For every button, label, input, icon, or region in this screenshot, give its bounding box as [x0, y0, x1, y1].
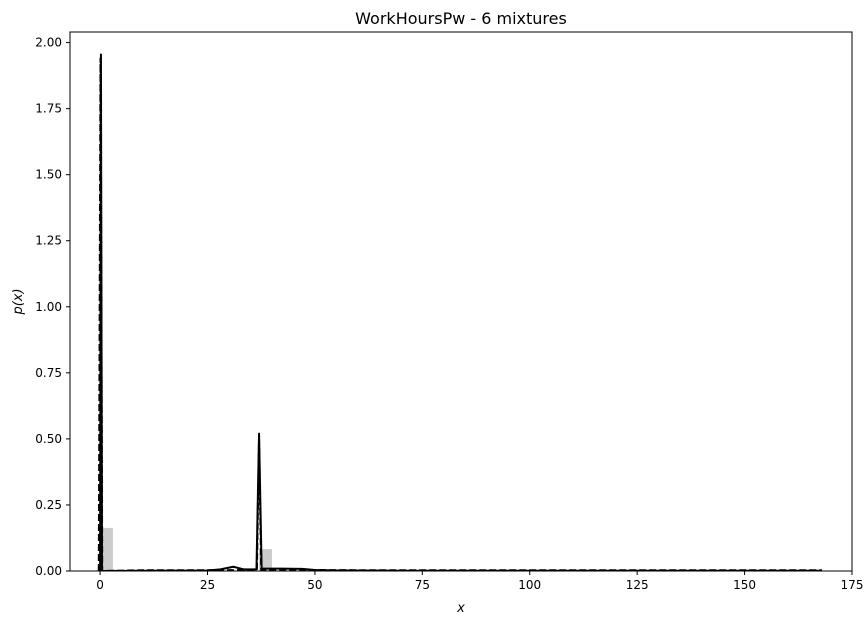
x-axis-label: x — [456, 601, 465, 616]
chart-title: WorkHoursPw - 6 mixtures — [355, 9, 567, 28]
y-tick-label: 0.75 — [35, 366, 62, 380]
y-tick-label: 1.75 — [35, 102, 62, 116]
data-layer — [97, 53, 822, 571]
y-tick-label: 0.50 — [35, 432, 62, 446]
x-tick-label: 25 — [200, 578, 215, 592]
x-tick-label: 125 — [626, 578, 649, 592]
y-tick-label: 1.00 — [35, 300, 62, 314]
x-tick-label: 175 — [841, 578, 864, 592]
y-tick-label: 2.00 — [35, 36, 62, 50]
x-tick-label: 150 — [733, 578, 756, 592]
x-tick-label: 100 — [518, 578, 541, 592]
x-tick-label: 75 — [415, 578, 430, 592]
x-tick-label: 50 — [307, 578, 322, 592]
density-line-dashed — [97, 57, 822, 571]
y-tick-label: 1.50 — [35, 168, 62, 182]
y-axis-label: p(x) — [11, 288, 26, 315]
x-tick-label: 0 — [96, 578, 104, 592]
histogram-bar — [100, 527, 113, 571]
density-line-solid — [99, 53, 822, 571]
y-tick-label: 0.25 — [35, 498, 62, 512]
y-tick-label: 1.25 — [35, 234, 62, 248]
plot-area: 0 25 50 75 100 125 150 175 0.00 0.25 0.50 0.75 1.00 1… — [35, 31, 864, 592]
y-tick-label: 0.00 — [35, 564, 62, 578]
plot-frame — [69, 31, 853, 572]
